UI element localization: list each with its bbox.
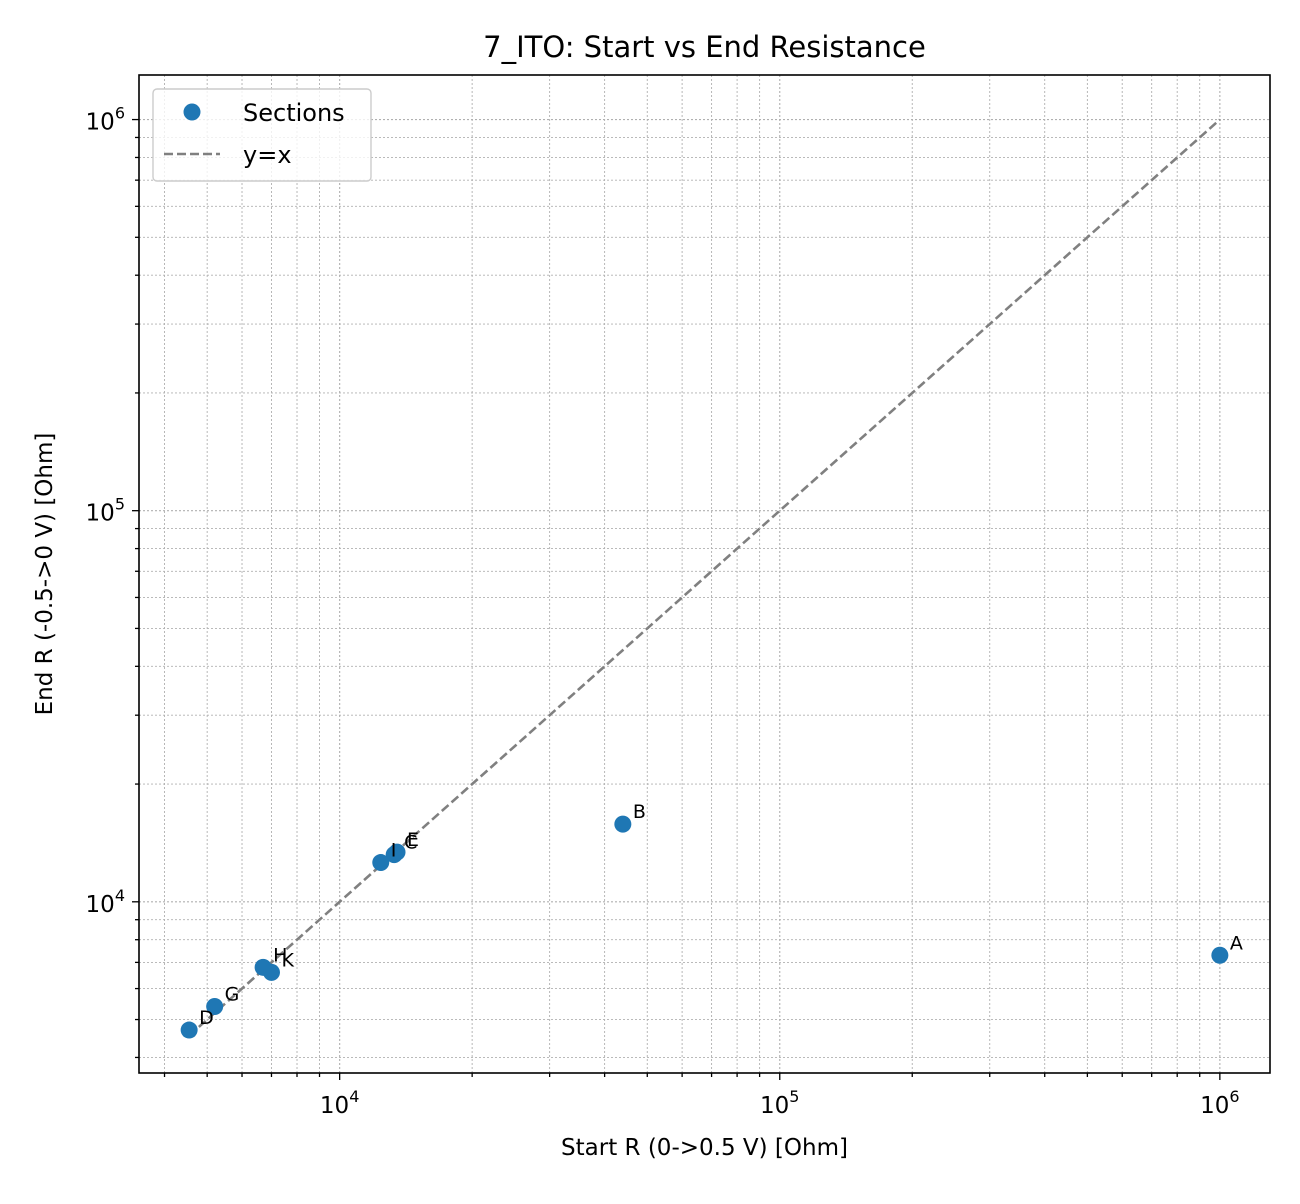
data-point-a [1211,946,1229,964]
data-point-label-b: B [633,801,646,823]
data-point-e [388,843,406,861]
legend-box [152,88,372,182]
axis-ticks: 104 105 106 104 105 106 [86,104,1240,1119]
y-tick-label: 105 [86,495,125,527]
data-point-d [180,1021,198,1039]
data-point-k [262,963,280,981]
y-tick-label: 104 [86,886,125,918]
data-point-g [206,997,224,1015]
identity-line [188,118,1221,1037]
identity-line-path [188,118,1221,1037]
legend: Sections y=x [152,88,372,182]
data-point-label-g: G [225,983,240,1005]
x-tick-label: 105 [760,1087,799,1119]
data-point-i [372,854,390,872]
data-point-label-i: I [391,840,397,862]
data-point-b [614,815,632,833]
data-point-label-d: D [199,1007,214,1029]
x-tick-label: 104 [320,1087,359,1119]
data-point-label-k: K [281,949,294,971]
data-points [180,815,1229,1039]
data-point-label-c: C [404,832,417,854]
plot-frame [138,74,1271,1074]
x-axis-label: Start R (0->0.5 V) [Ohm] [561,1135,848,1161]
data-point-label-e: E [407,829,419,851]
point-labels: A B CEI HK GD [199,801,1243,1029]
plot-background [139,75,1270,1073]
y-axis-label: End R (-0.5->0 V) [Ohm] [32,433,58,716]
data-point-label-a: A [1230,932,1243,954]
legend-marker-sections [183,103,201,121]
x-tick-label: 106 [1200,1087,1239,1119]
legend-label-sections: Sections [243,99,345,127]
data-point-label-h: H [273,944,287,966]
y-tick-label: 106 [86,104,125,136]
chart-title: 7_ITO: Start vs End Resistance [483,30,926,64]
legend-label-identity: y=x [243,141,292,169]
